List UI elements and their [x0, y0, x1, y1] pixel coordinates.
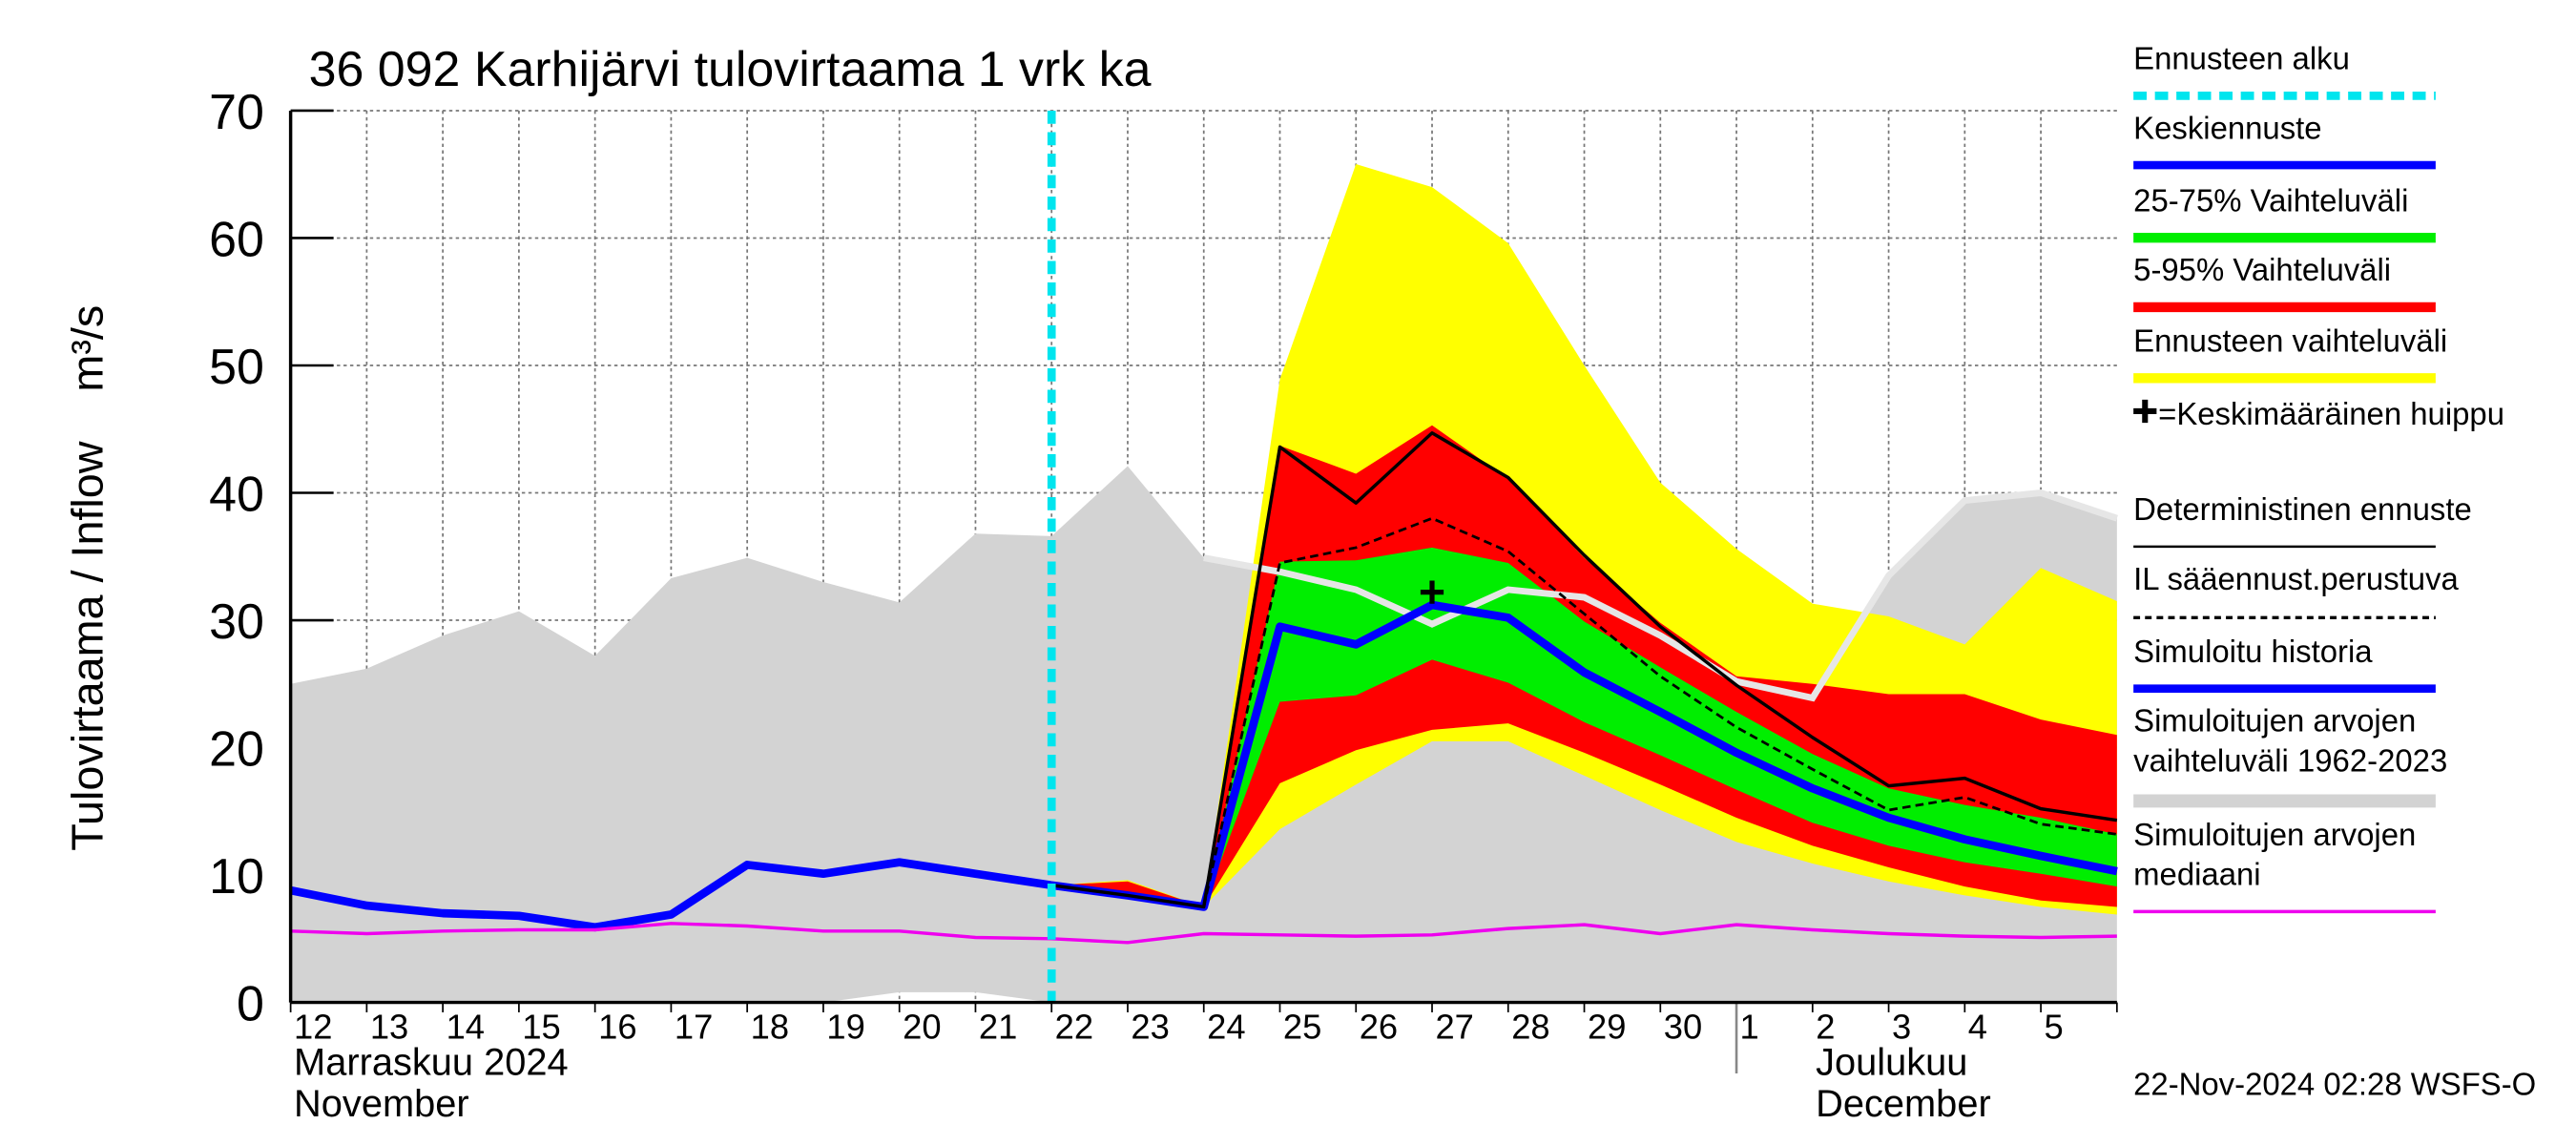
legend-entry: 25-75% Vaihteluväli: [2133, 184, 2409, 220]
legend-label: Ennusteen vaihteluväli: [2133, 324, 2448, 361]
legend-entry: 5-95% Vaihteluväli: [2133, 254, 2392, 289]
x-tick-label: 25: [1283, 1008, 1321, 1047]
month-label-en: November: [294, 1083, 469, 1125]
legend-label: Simuloitujen arvojen vaihteluväli 1962-2…: [2133, 705, 2448, 780]
x-tick-label: 15: [522, 1008, 560, 1047]
x-tick-label: 20: [903, 1008, 941, 1047]
peak-marker: [1420, 580, 1444, 604]
x-tick-label: 14: [447, 1008, 485, 1047]
y-tick-label: 10: [209, 849, 264, 905]
month-label: Marraskuu 2024: [294, 1042, 569, 1084]
x-tick-label: 13: [370, 1008, 408, 1047]
legend-entry: Deterministinen ennuste: [2133, 493, 2472, 529]
legend-entry: Simuloitujen arvojen mediaani: [2133, 819, 2417, 894]
legend-label: Deterministinen ennuste: [2133, 493, 2472, 529]
series-line: [1050, 600, 2118, 911]
legend-label: Simuloitujen arvojen mediaani: [2133, 819, 2417, 894]
legend-entry: IL sääennust.perustuva: [2133, 563, 2459, 598]
legend-entry: Keskiennuste: [2133, 112, 2322, 148]
series-line: [289, 858, 1052, 932]
legend-entry: =Keskimääräinen huippu: [2158, 398, 2505, 433]
y-axis-title: Tulovirtaama / Inflow m³/s: [62, 305, 112, 851]
x-tick-label: 22: [1055, 1008, 1093, 1047]
legend-entry: Ennusteen alku: [2133, 43, 2350, 78]
x-tick-label: 19: [826, 1008, 864, 1047]
series-line: [1050, 431, 2118, 909]
y-tick-label: 30: [209, 594, 264, 650]
x-tick-label: 17: [675, 1008, 713, 1047]
x-tick-label: 27: [1435, 1008, 1473, 1047]
range-top-line: [1203, 489, 2118, 702]
series-line: [1202, 516, 2118, 907]
x-tick-label: 18: [751, 1008, 789, 1047]
chart-title: 36 092 Karhijärvi tulovirtaama 1 vrk ka: [309, 42, 1152, 97]
legend-entry: Simuloitu historia: [2133, 635, 2373, 671]
timestamp: 22-Nov-2024 02:28 WSFS-O: [2133, 1067, 2536, 1102]
x-tick-label: 26: [1360, 1008, 1398, 1047]
x-tick-label: 4: [1968, 1008, 1987, 1047]
month-label-en: December: [1816, 1083, 1991, 1125]
x-tick-label: 12: [294, 1008, 332, 1047]
x-tick-label: 1: [1740, 1008, 1759, 1047]
legend-entry: Ennusteen vaihteluväli: [2133, 324, 2448, 361]
legend-label: 25-75% Vaihteluväli: [2133, 184, 2409, 220]
legend-label: Keskiennuste: [2133, 112, 2322, 148]
x-tick-label: 29: [1588, 1008, 1626, 1047]
legend-label: IL sääennust.perustuva: [2133, 563, 2459, 598]
legend-entry: Simuloitujen arvojen vaihteluväli 1962-2…: [2133, 705, 2448, 780]
x-tick-label: 2: [1816, 1008, 1835, 1047]
legend-label: Ennusteen alku: [2133, 43, 2350, 78]
y-tick-label: 40: [209, 468, 264, 523]
x-tick-label: 21: [979, 1008, 1017, 1047]
legend-marker: [2133, 399, 2157, 424]
month-label: Joulukuu: [1816, 1042, 1967, 1084]
y-tick-label: 70: [209, 85, 264, 140]
x-tick-label: 16: [598, 1008, 636, 1047]
series-line: [290, 922, 2117, 945]
legend-label: Simuloitu historia: [2133, 635, 2373, 671]
y-tick-label: 0: [237, 977, 264, 1032]
x-tick-label: 24: [1207, 1008, 1245, 1047]
x-tick-label: 3: [1892, 1008, 1911, 1047]
y-tick-label: 20: [209, 722, 264, 778]
x-tick-label: 30: [1664, 1008, 1702, 1047]
legend-label: 5-95% Vaihteluväli: [2133, 254, 2392, 289]
legend-label: =Keskimääräinen huippu: [2158, 398, 2505, 433]
y-tick-label: 60: [209, 213, 264, 268]
x-tick-label: 5: [2045, 1008, 2064, 1047]
x-tick-label: 23: [1131, 1008, 1169, 1047]
x-tick-label: 28: [1511, 1008, 1549, 1047]
y-tick-label: 50: [209, 340, 264, 395]
